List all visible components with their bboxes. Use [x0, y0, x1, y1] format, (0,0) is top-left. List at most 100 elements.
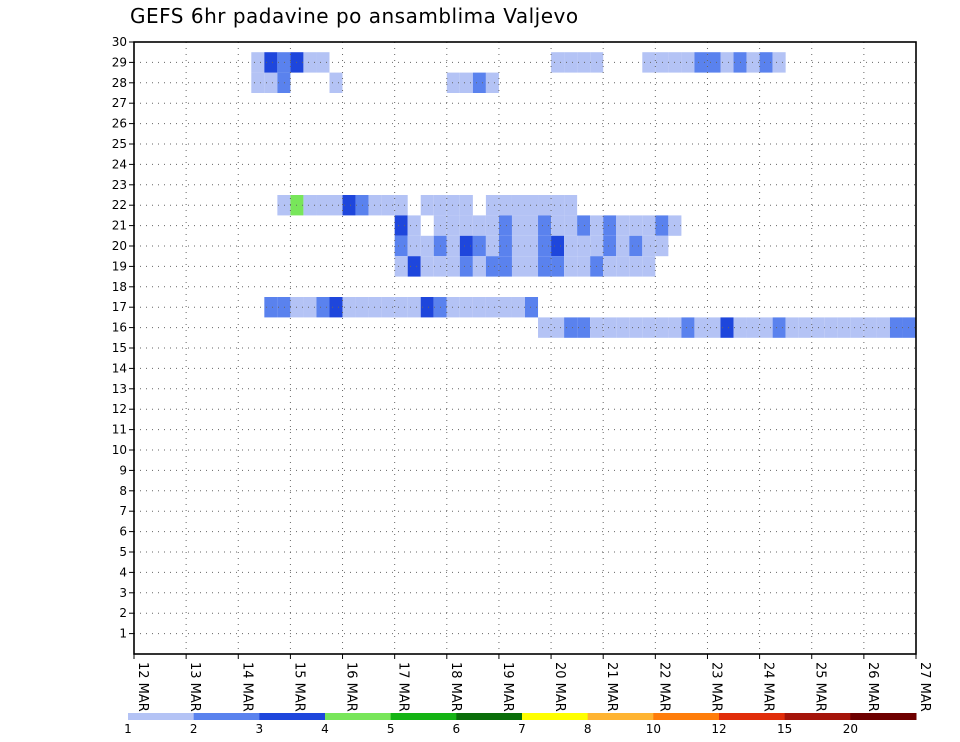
precip-cell: [642, 235, 656, 257]
colorbar-swatch: [719, 713, 786, 720]
y-tick-label: 20: [112, 239, 127, 253]
precip-cell: [655, 52, 669, 73]
precip-cell: [603, 317, 617, 338]
y-tick-label: 1: [119, 627, 127, 641]
precip-cell: [485, 215, 499, 236]
colorbar: 1 2 3 4 5 6 7 8 10 12 15 20: [124, 713, 917, 736]
precip-cell: [420, 297, 434, 318]
cells-layer: [251, 52, 916, 338]
colorbar-swatch: [653, 713, 720, 720]
precip-cell: [707, 52, 721, 73]
precip-cell: [446, 297, 460, 318]
precip-cell: [472, 235, 486, 257]
precip-cell: [446, 256, 460, 277]
precip-cell: [629, 317, 643, 338]
precip-cell: [603, 215, 617, 236]
colorbar-label: 7: [518, 722, 526, 736]
precip-cell: [303, 297, 317, 318]
y-tick-label: 3: [119, 586, 127, 600]
precip-cell: [824, 317, 838, 338]
precip-cell: [394, 195, 408, 216]
precip-cell: [642, 256, 656, 277]
precip-cell: [329, 72, 343, 93]
y-tick-label: 10: [112, 443, 127, 457]
precip-cell: [707, 317, 721, 338]
precip-cell: [655, 317, 669, 338]
precip-cell: [603, 235, 617, 257]
precip-cell: [368, 195, 382, 216]
precip-cell: [277, 297, 291, 318]
precip-cell: [381, 297, 395, 318]
precip-cell: [264, 297, 278, 318]
precip-cell: [551, 235, 565, 257]
precip-cell: [316, 195, 330, 216]
colorbar-label: 5: [387, 722, 395, 736]
precip-cell: [251, 72, 265, 93]
precip-cell: [485, 256, 499, 277]
y-tick-label: 7: [119, 504, 127, 518]
precip-cell: [551, 215, 565, 236]
precip-cell: [498, 215, 512, 236]
precip-cell: [746, 52, 760, 73]
precip-cell: [420, 195, 434, 216]
colorbar-swatch: [522, 713, 589, 720]
y-tick-label: 24: [112, 157, 127, 171]
precip-cell: [264, 52, 278, 73]
y-tick-label: 15: [112, 341, 127, 355]
precip-cell: [525, 235, 539, 257]
precip-cell: [485, 72, 499, 93]
precip-cell: [303, 52, 317, 73]
precip-cell: [694, 52, 708, 73]
colorbar-label: 8: [584, 722, 592, 736]
precip-cell: [681, 317, 695, 338]
y-tick-label: 14: [112, 361, 127, 375]
precip-cell: [655, 215, 669, 236]
colorbar-label: 15: [777, 722, 792, 736]
y-tick-label: 26: [112, 117, 127, 131]
y-tick-label: 27: [112, 96, 127, 110]
precip-cell: [694, 317, 708, 338]
precip-cell: [472, 256, 486, 277]
precip-cell: [342, 297, 356, 318]
precip-cell: [850, 317, 864, 338]
precip-cell: [251, 52, 265, 73]
y-tick-label: 5: [119, 545, 127, 559]
y-tick-label: 9: [119, 463, 127, 477]
precip-cell: [759, 52, 773, 73]
y-tick-label: 16: [112, 321, 127, 335]
precip-cell: [394, 297, 408, 318]
precip-cell: [798, 317, 812, 338]
y-tick-label: 6: [119, 525, 127, 539]
y-tick-label: 12: [112, 402, 127, 416]
colorbar-swatch: [128, 713, 195, 720]
x-tick-label: 25 MAR: [813, 662, 828, 712]
precip-cell: [485, 195, 499, 216]
y-tick-label: 18: [112, 280, 127, 294]
precip-cell: [551, 317, 565, 338]
precip-cell: [564, 52, 578, 73]
x-tick-label: 24 MAR: [761, 662, 776, 712]
precip-cell: [538, 235, 552, 257]
precip-cell: [525, 215, 539, 236]
colorbar-label: 12: [711, 722, 726, 736]
precip-cell: [498, 195, 512, 216]
y-tick-label: 19: [112, 259, 127, 273]
precip-cell: [459, 297, 473, 318]
precip-cell: [564, 235, 578, 257]
precip-cell: [538, 256, 552, 277]
y-axis: 1234567891011121314151617181920212223242…: [112, 35, 134, 641]
precip-cell: [616, 256, 630, 277]
precip-cell: [616, 215, 630, 236]
precip-cell: [303, 195, 317, 216]
precip-cell: [603, 256, 617, 277]
precip-cell: [616, 235, 630, 257]
precip-cell: [498, 256, 512, 277]
colorbar-label: 1: [124, 722, 132, 736]
precip-cell: [342, 195, 356, 216]
x-tick-label: 17 MAR: [396, 662, 411, 712]
precip-cell: [446, 215, 460, 236]
colorbar-swatch: [193, 713, 260, 720]
precip-cell: [902, 317, 916, 338]
y-tick-label: 22: [112, 198, 127, 212]
